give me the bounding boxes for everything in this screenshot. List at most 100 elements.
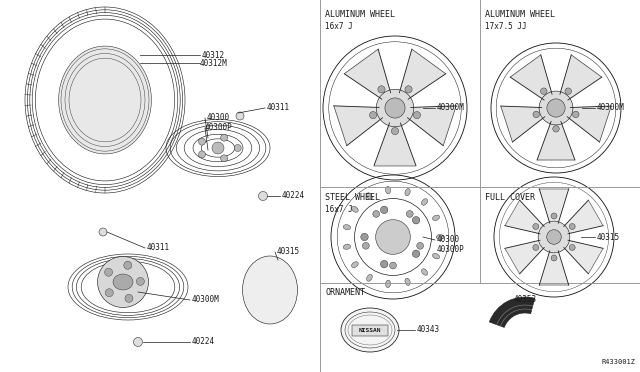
Text: 40224: 40224	[282, 192, 305, 201]
Circle shape	[533, 224, 539, 230]
Ellipse shape	[436, 234, 444, 240]
Ellipse shape	[343, 244, 351, 249]
Circle shape	[212, 142, 224, 154]
Text: 40300: 40300	[437, 235, 460, 244]
Circle shape	[569, 224, 575, 230]
Text: 40353: 40353	[513, 295, 536, 305]
Circle shape	[361, 233, 368, 241]
Ellipse shape	[421, 269, 428, 275]
Ellipse shape	[433, 253, 440, 259]
Polygon shape	[567, 106, 611, 142]
Wedge shape	[490, 297, 535, 327]
Circle shape	[373, 211, 380, 217]
Circle shape	[236, 112, 244, 120]
Ellipse shape	[243, 256, 298, 324]
Circle shape	[541, 88, 547, 94]
Circle shape	[99, 228, 107, 236]
Circle shape	[362, 243, 369, 249]
Polygon shape	[564, 240, 603, 274]
Text: 40343: 40343	[417, 326, 440, 334]
Circle shape	[406, 211, 413, 217]
Text: 40300: 40300	[207, 113, 230, 122]
Ellipse shape	[367, 275, 372, 281]
Ellipse shape	[59, 46, 152, 154]
Circle shape	[413, 112, 420, 119]
Polygon shape	[540, 251, 569, 285]
Ellipse shape	[433, 215, 440, 221]
Text: 40312M: 40312M	[200, 58, 228, 67]
Circle shape	[390, 262, 396, 269]
Ellipse shape	[367, 193, 372, 200]
Circle shape	[380, 206, 388, 214]
Polygon shape	[334, 106, 383, 146]
Ellipse shape	[385, 186, 390, 194]
Text: 40300P: 40300P	[437, 244, 465, 253]
Text: FULL COVER: FULL COVER	[485, 193, 535, 202]
Circle shape	[221, 155, 228, 162]
Text: 40315: 40315	[277, 247, 300, 257]
Circle shape	[533, 244, 539, 250]
Text: 16x7 J: 16x7 J	[325, 22, 353, 31]
Circle shape	[136, 278, 145, 285]
Circle shape	[412, 250, 420, 257]
Text: ORNAMENT: ORNAMENT	[325, 288, 365, 297]
Ellipse shape	[351, 206, 358, 212]
Polygon shape	[510, 55, 552, 100]
Circle shape	[412, 217, 420, 224]
Circle shape	[221, 134, 228, 141]
Polygon shape	[505, 200, 544, 234]
Text: 40311: 40311	[267, 103, 290, 112]
Circle shape	[533, 111, 540, 118]
Text: 40224: 40224	[192, 337, 215, 346]
Circle shape	[569, 244, 575, 250]
Polygon shape	[540, 189, 569, 223]
Circle shape	[106, 289, 113, 297]
Ellipse shape	[405, 189, 410, 196]
Polygon shape	[408, 106, 456, 146]
Ellipse shape	[97, 257, 148, 308]
Ellipse shape	[385, 280, 390, 288]
Circle shape	[553, 125, 559, 132]
Polygon shape	[505, 240, 544, 274]
Circle shape	[417, 243, 424, 249]
Text: 40300M: 40300M	[597, 103, 625, 112]
Circle shape	[134, 337, 143, 346]
Text: 40300P: 40300P	[205, 124, 233, 132]
FancyBboxPatch shape	[352, 324, 388, 336]
Polygon shape	[537, 121, 575, 160]
Circle shape	[124, 261, 132, 269]
Text: 17x7.5 JJ: 17x7.5 JJ	[485, 22, 527, 31]
Polygon shape	[564, 200, 603, 234]
Polygon shape	[374, 123, 416, 166]
Circle shape	[376, 89, 413, 127]
Circle shape	[405, 86, 412, 93]
Circle shape	[198, 138, 205, 145]
Circle shape	[198, 151, 205, 158]
Circle shape	[234, 144, 241, 151]
Text: 40300M: 40300M	[192, 295, 220, 305]
Ellipse shape	[113, 274, 133, 290]
Text: 16x7 J: 16x7 J	[325, 205, 353, 214]
Circle shape	[385, 98, 405, 118]
Circle shape	[565, 88, 572, 94]
Text: R433001Z: R433001Z	[601, 359, 635, 365]
Text: 40300M: 40300M	[437, 103, 465, 112]
Circle shape	[259, 192, 268, 201]
Circle shape	[369, 112, 377, 119]
Polygon shape	[344, 49, 390, 99]
Text: 40315: 40315	[597, 232, 620, 241]
Circle shape	[539, 91, 573, 125]
Ellipse shape	[421, 199, 428, 205]
Circle shape	[551, 255, 557, 261]
Polygon shape	[560, 55, 602, 100]
Polygon shape	[399, 49, 445, 99]
Circle shape	[104, 268, 113, 276]
Ellipse shape	[351, 262, 358, 268]
Circle shape	[125, 294, 133, 302]
Ellipse shape	[405, 278, 410, 285]
Circle shape	[547, 230, 561, 244]
Circle shape	[380, 260, 388, 268]
Circle shape	[573, 111, 579, 118]
Circle shape	[376, 219, 410, 254]
Text: 40312: 40312	[202, 51, 225, 60]
